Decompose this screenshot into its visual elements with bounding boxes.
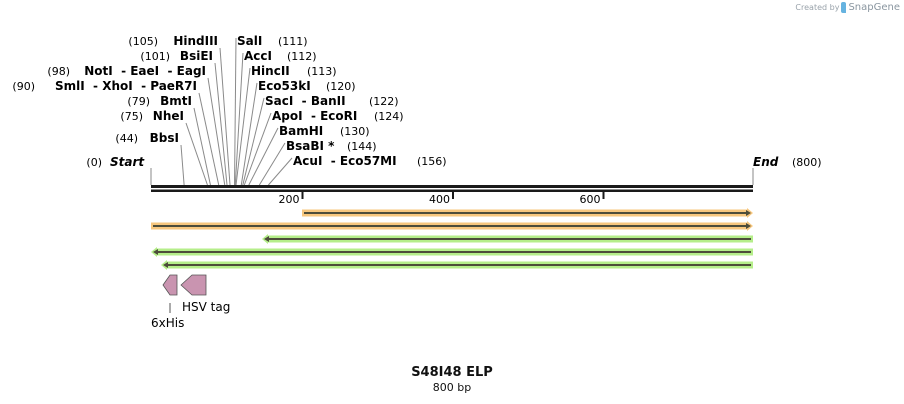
enzyme-label[interactable]: BsaBI * bbox=[286, 139, 335, 153]
credit-brand: SnapGene bbox=[848, 2, 900, 13]
enzyme-position: (75) bbox=[120, 110, 143, 123]
end-label: End bbox=[753, 155, 779, 169]
enzyme-labels: (0) Start End (800) HindIII (105) BsiEI (101)No… bbox=[12, 34, 821, 169]
start-label: Start bbox=[110, 155, 145, 169]
enzyme-label[interactable]: ApoI - EcoRI bbox=[272, 109, 357, 123]
feature-hsv-tag[interactable]: HSV tag bbox=[180, 274, 230, 314]
enzyme-position: (120) bbox=[326, 80, 356, 93]
enzyme-label[interactable]: NheI bbox=[153, 109, 184, 123]
enzyme-position: (79) bbox=[127, 95, 150, 108]
ruler-label: 200 bbox=[279, 193, 300, 206]
primer-reverse[interactable] bbox=[161, 260, 753, 270]
enzyme-label[interactable]: Eco53kI bbox=[258, 79, 311, 93]
feature-6xhis[interactable]: 6xHis bbox=[151, 274, 184, 330]
ruler-tick bbox=[602, 192, 605, 199]
enzyme-label[interactable]: AccI bbox=[244, 49, 272, 63]
primers bbox=[151, 208, 753, 270]
enzyme-position: (122) bbox=[369, 95, 399, 108]
map-length: 800 bp bbox=[432, 381, 472, 394]
ruler-label: 600 bbox=[580, 193, 601, 206]
end-pos: (800) bbox=[792, 156, 822, 169]
enzyme-position: (90) bbox=[12, 80, 35, 93]
snapgene-credit: Created by SnapGene bbox=[795, 2, 900, 13]
enzyme-position: (144) bbox=[347, 140, 377, 153]
enzyme-label[interactable]: SmlI - XhoI - PaeR7I bbox=[55, 79, 197, 93]
primer-reverse[interactable] bbox=[262, 234, 753, 244]
feature-label: HSV tag bbox=[182, 300, 230, 314]
dna-backbone bbox=[151, 185, 753, 192]
enzyme-position: (44) bbox=[115, 132, 138, 145]
enzyme-label[interactable]: SacI - BanII bbox=[265, 94, 346, 108]
primer-forward[interactable] bbox=[302, 208, 753, 218]
enzyme-position: (98) bbox=[47, 65, 70, 78]
snapgene-logo-icon bbox=[841, 2, 847, 13]
enzyme-label[interactable]: NotI - EaeI - EagI bbox=[84, 64, 206, 78]
ruler-tick bbox=[301, 192, 304, 199]
enzyme-position: (101) bbox=[140, 50, 170, 63]
enzyme-position: (105) bbox=[128, 35, 158, 48]
feature-label: 6xHis bbox=[151, 316, 184, 330]
enzyme-label[interactable]: BsiEI bbox=[180, 49, 213, 63]
enzyme-label[interactable]: HincII bbox=[251, 64, 290, 78]
enzyme-position: (130) bbox=[340, 125, 370, 138]
enzyme-label[interactable]: BmtI bbox=[160, 94, 192, 108]
enzyme-label[interactable]: BamHI bbox=[279, 124, 323, 138]
credit-prefix: Created by bbox=[795, 3, 840, 12]
ruler-tick bbox=[452, 192, 454, 199]
enzyme-label[interactable]: SalI bbox=[237, 34, 262, 48]
primer-reverse[interactable] bbox=[151, 247, 753, 257]
start-pos: (0) bbox=[86, 156, 102, 169]
enzyme-label[interactable]: AcuI - Eco57MI bbox=[293, 154, 397, 168]
bottom-strand bbox=[151, 189, 753, 192]
enzyme-position: (112) bbox=[287, 50, 317, 63]
enzyme-position: (156) bbox=[417, 155, 447, 168]
ruler-label: 400 bbox=[429, 193, 450, 206]
primer-forward[interactable] bbox=[151, 221, 753, 231]
ruler: 200 400 600 bbox=[279, 192, 605, 206]
features: 6xHis HSV tag bbox=[151, 274, 230, 330]
cut-site-lines bbox=[150, 37, 754, 186]
enzyme-position: (113) bbox=[307, 65, 337, 78]
enzyme-position: (124) bbox=[374, 110, 404, 123]
map-title: S48I48 ELP bbox=[411, 365, 493, 380]
enzyme-position: (111) bbox=[278, 35, 308, 48]
top-strand bbox=[151, 185, 753, 188]
enzyme-label[interactable]: BbsI bbox=[150, 131, 179, 145]
enzyme-label[interactable]: HindIII bbox=[173, 34, 218, 48]
